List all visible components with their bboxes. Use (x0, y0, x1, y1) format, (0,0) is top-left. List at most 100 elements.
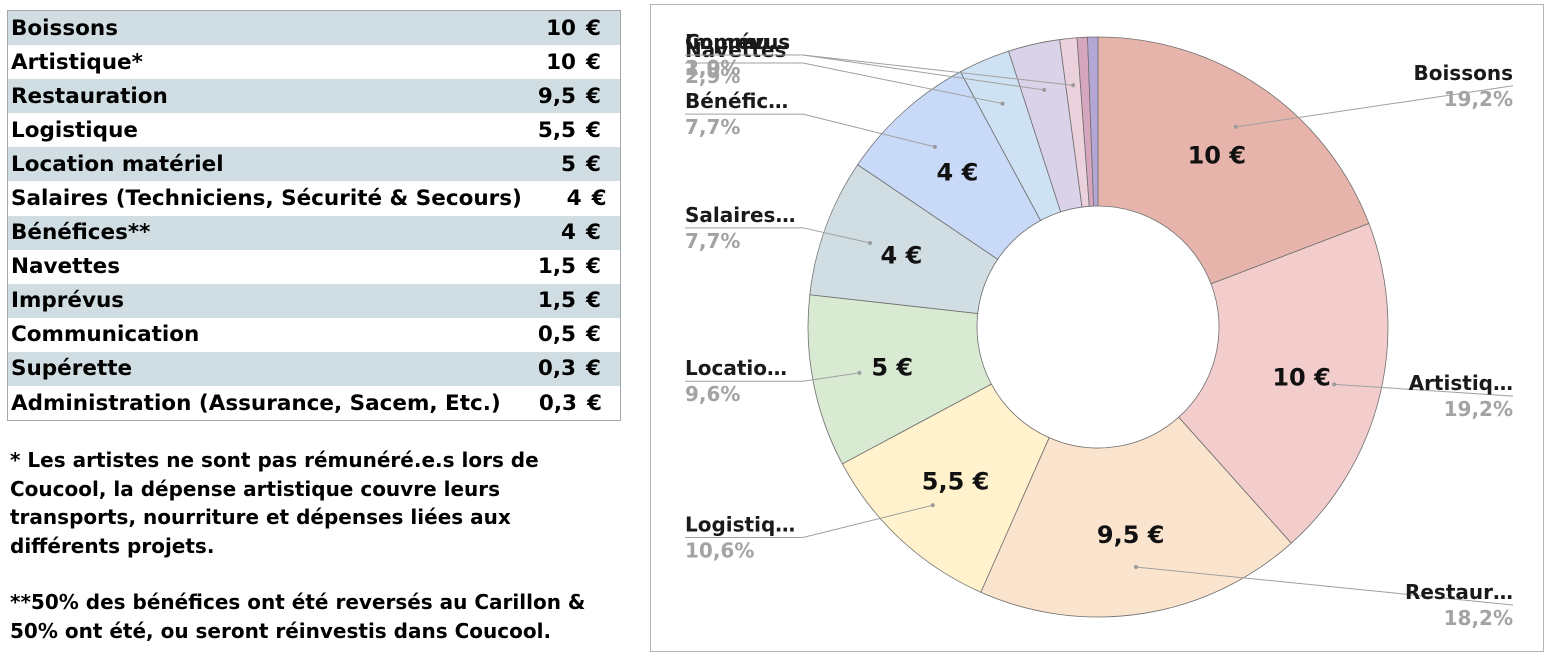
row-value: 9,5 (537, 83, 576, 109)
callout-label: Artistiq… (1409, 371, 1513, 395)
callout-line (802, 54, 1045, 91)
row-label: Restauration (11, 83, 168, 109)
donut-slice (1097, 36, 1370, 285)
callout-label: Salaires… (685, 203, 795, 227)
slice-value-label: 5,5 € (922, 468, 990, 496)
callout-line (802, 504, 933, 539)
callout-dot (867, 241, 872, 246)
row-label: Navettes (11, 254, 121, 280)
donut-chart-panel: 10 €10 €9,5 €5,5 €5 €4 €4 € Boissons 19,2%… (650, 4, 1544, 652)
slice-value-label: 5 € (871, 354, 913, 382)
callout-label: Bénéfic… (685, 89, 788, 113)
donut-chart: 10 €10 €9,5 €5,5 €5 €4 €4 €Boissons19,2%… (685, 30, 1514, 630)
callout-label: Boissons (1413, 61, 1513, 85)
slice-value-label: 4 € (937, 159, 979, 187)
callout-label: Commu… (685, 30, 789, 54)
row-label: Location matériel (11, 151, 224, 177)
row-value: 0,5 (537, 322, 576, 348)
slice-value-label: 10 € (1188, 141, 1246, 169)
callout-line (1135, 566, 1514, 606)
callout-percent: 9,6% (685, 382, 740, 406)
table-row: Location matériel 5 € (8, 147, 620, 182)
row-currency: € (591, 186, 607, 212)
slice-value-label: 4 € (881, 242, 923, 270)
table-row: Bénéfices** 4 € (8, 215, 620, 250)
callout-percent: 1,0% (685, 56, 740, 80)
row-label: Supérette (11, 356, 133, 382)
table-row: Navettes 1,5 € (8, 250, 620, 284)
row-value: 10 (546, 15, 576, 41)
slice-value-label: 10 € (1272, 363, 1330, 391)
callout-percent: 2,9% (685, 64, 740, 88)
budget-table: Boissons 10 € Artistique* 10 € Restauration 9,5… (7, 10, 621, 422)
row-label: Bénéfices** (11, 220, 151, 246)
table-row: Artistique* 10 € (8, 45, 620, 79)
table-row: Supérette 0,3 € (8, 351, 620, 387)
callout-label: Restaur… (1405, 580, 1513, 604)
row-value: 5,5 (537, 117, 576, 143)
callout-percent: 2,9% (685, 56, 740, 80)
row-currency: € (586, 49, 601, 75)
callout-label: Locatio… (685, 356, 787, 380)
callout-dot (857, 370, 862, 375)
note-profits: **50% des bénéfices ont été reversés au … (10, 590, 586, 643)
callout-line (802, 227, 871, 244)
slice-value-label: 9,5 € (1097, 521, 1165, 549)
row-currency: € (586, 254, 601, 280)
row-currency: € (586, 356, 601, 382)
row-label: Imprévus (11, 288, 125, 314)
row-value: 4 (566, 186, 582, 212)
footnotes: * Les artistes ne sont pas rémunéré.e.s … (10, 446, 620, 645)
callout-label: Navettes (685, 38, 786, 62)
row-value: 4 (561, 220, 576, 246)
callout-line (802, 113, 936, 148)
row-value: 1,5 (537, 254, 576, 280)
callout-dot (1332, 382, 1337, 387)
row-label: Logistique (11, 117, 138, 143)
row-currency: € (586, 288, 601, 314)
donut-slice (1087, 36, 1099, 207)
table-row: Administration (Assurance, Sacem, Etc.) 0… (8, 386, 620, 420)
callout-line (1235, 85, 1514, 128)
donut-slice (807, 294, 992, 465)
row-currency: € (586, 117, 601, 143)
donut-slice (841, 383, 1050, 593)
row-currency: € (586, 220, 601, 246)
row-value: 5 (561, 151, 576, 177)
callout-line (802, 54, 1074, 86)
row-value: 10 (546, 49, 576, 75)
row-label: Artistique* (11, 49, 143, 75)
callout-percent: 7,7% (685, 115, 740, 139)
table-row: Salaires (Techniciens, Sécurité & Secour… (8, 181, 620, 215)
table-row: Boissons 10 € (8, 11, 620, 46)
row-currency: € (586, 322, 601, 348)
donut-slice (1178, 223, 1389, 544)
row-value: 0,3 (538, 390, 578, 416)
row-label: Salaires (Techniciens, Sécurité & Secour… (11, 186, 522, 212)
row-currency: € (586, 83, 601, 109)
row-label: Boissons (11, 15, 118, 41)
donut-slice (980, 416, 1292, 618)
callout-dot (1042, 88, 1047, 93)
callout-percent: 19,2% (1444, 397, 1513, 421)
table-row: Logistique 5,5 € (8, 113, 620, 147)
callout-percent: 19,2% (1444, 87, 1513, 111)
callout-line (1334, 383, 1514, 397)
row-value: 1,5 (537, 288, 576, 314)
callout-line (802, 62, 1003, 105)
note-artistic: * Les artistes ne sont pas rémunéré.e.s … (10, 448, 539, 558)
callout-dot (1071, 83, 1076, 88)
callout-dot (1000, 101, 1005, 106)
row-label: Administration (Assurance, Sacem, Etc.) (11, 390, 501, 416)
row-currency: € (586, 151, 601, 177)
callout-percent: 10,6% (685, 539, 754, 563)
table-row: Communication 0,5 € (8, 318, 620, 352)
table-row: Imprévus 1,5 € (8, 283, 620, 318)
callout-percent: 7,7% (685, 229, 740, 253)
callout-label: Imprévus (685, 30, 790, 54)
table-row: Restauration 9,5 € (8, 79, 620, 114)
row-currency: € (587, 390, 602, 416)
row-label: Communication (11, 322, 200, 348)
row-value: 0,3 (537, 356, 576, 382)
callout-line (802, 372, 860, 382)
